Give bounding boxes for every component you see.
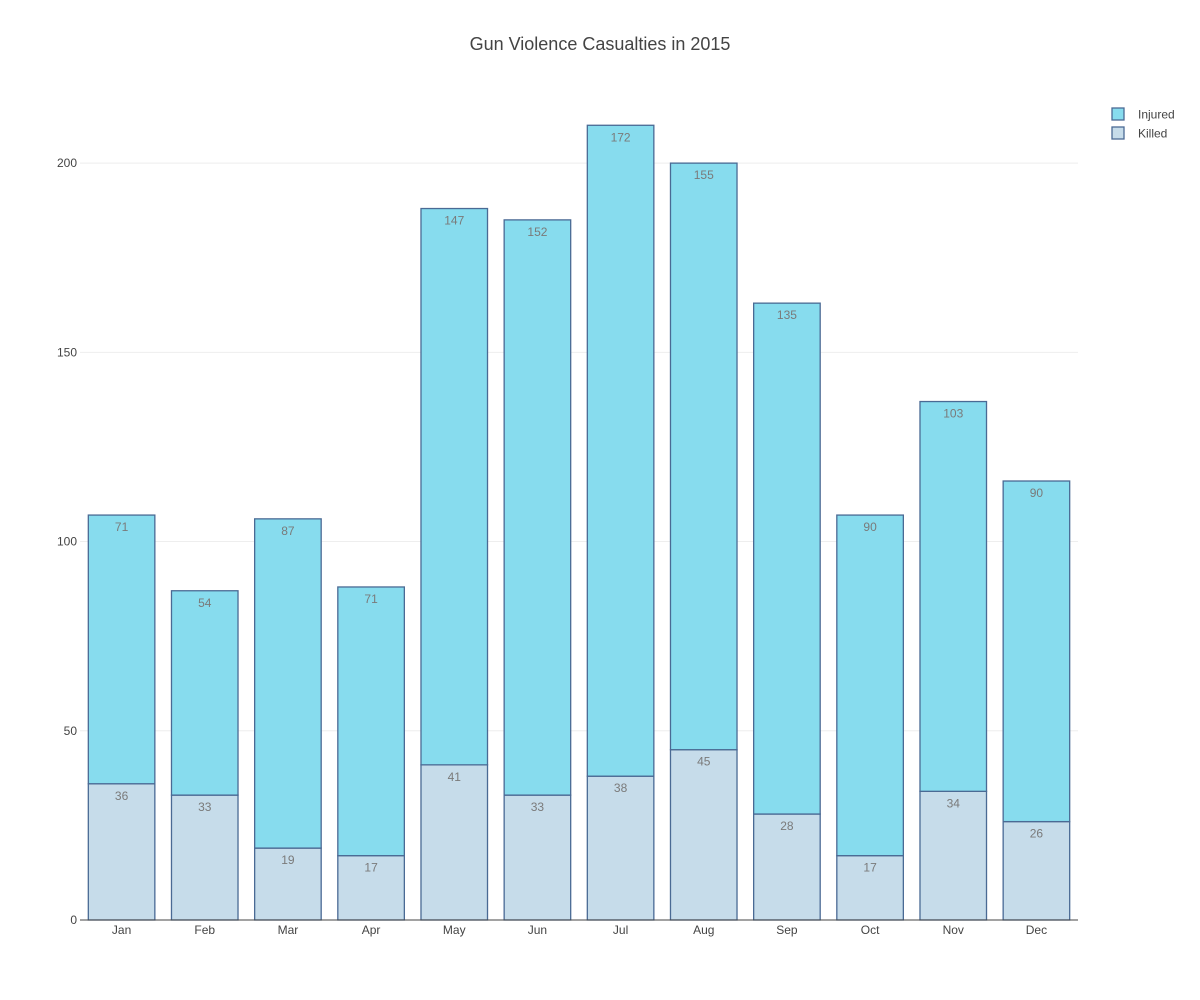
bars [87, 124, 1071, 921]
y-tick-label: 0 [70, 913, 77, 927]
bar-injured-jul[interactable] [586, 124, 655, 777]
x-tick-label: May [443, 923, 466, 937]
data-label-injured-may: 147 [444, 214, 464, 228]
data-label-killed-may: 41 [448, 770, 462, 784]
bar-injured-jan[interactable] [87, 514, 156, 785]
bar-injured-oct[interactable] [836, 514, 904, 857]
data-label-injured-apr: 71 [364, 592, 378, 606]
bar-injured-feb[interactable] [170, 590, 239, 796]
bar-killed-jun[interactable] [503, 794, 572, 921]
x-tick-label: Oct [861, 923, 880, 937]
bar-killed-jul[interactable] [586, 775, 655, 921]
bar-killed-may[interactable] [420, 764, 489, 921]
bar-killed-sep[interactable] [753, 813, 821, 921]
data-label-killed-apr: 17 [364, 861, 378, 875]
bar-injured-jun[interactable] [503, 219, 572, 796]
x-tick-label: Sep [776, 923, 798, 937]
data-label-killed-dec: 26 [1030, 827, 1044, 841]
data-label-injured-nov: 103 [943, 407, 963, 421]
x-axis: Jan Feb Mar Apr May Jun Jul Aug Sep Oct Nov Dec [80, 919, 1078, 937]
bar-killed-feb[interactable] [170, 794, 239, 921]
y-tick-label: 50 [64, 724, 78, 738]
grid-lines [80, 162, 1078, 732]
y-axis: 0 50 100 150 200 [57, 156, 77, 927]
data-label-injured-mar: 87 [281, 524, 295, 538]
bar-injured-nov[interactable] [919, 400, 988, 792]
chart-title: Gun Violence Casualties in 2015 [470, 34, 731, 54]
x-tick-label: Aug [693, 923, 714, 937]
data-label-injured-jan: 71 [115, 520, 129, 534]
x-tick-label: Apr [362, 923, 381, 937]
data-label-injured-aug: 155 [694, 168, 714, 182]
data-label-killed-oct: 17 [863, 861, 877, 875]
y-tick-label: 100 [57, 535, 77, 549]
data-label-killed-jul: 38 [614, 781, 628, 795]
x-tick-label: Jun [528, 923, 547, 937]
bar-killed-nov[interactable] [919, 790, 988, 921]
x-tick-label: Feb [194, 923, 215, 937]
data-label-killed-mar: 19 [281, 853, 295, 867]
data-label-killed-jan: 36 [115, 789, 129, 803]
legend-swatch-injured[interactable] [1111, 107, 1125, 121]
legend[interactable]: Injured Killed [1111, 107, 1175, 141]
x-tick-label: Mar [278, 923, 299, 937]
bar-injured-sep[interactable] [753, 302, 821, 815]
data-label-killed-jun: 33 [531, 800, 545, 814]
x-tick-label: Dec [1026, 923, 1047, 937]
data-label-injured-jul: 172 [611, 130, 631, 144]
y-tick-label: 150 [57, 345, 77, 359]
bar-killed-oct[interactable] [836, 855, 904, 921]
x-tick-label: Nov [943, 923, 964, 937]
y-tick-label: 200 [57, 156, 77, 170]
data-label-killed-aug: 45 [697, 755, 711, 769]
data-label-injured-oct: 90 [863, 520, 877, 534]
data-label-injured-dec: 90 [1030, 486, 1044, 500]
data-label-injured-jun: 152 [527, 225, 547, 239]
bar-killed-aug[interactable] [669, 749, 738, 921]
legend-label-killed[interactable]: Killed [1138, 127, 1167, 141]
bar-injured-apr[interactable] [337, 586, 406, 857]
data-label-injured-feb: 54 [198, 596, 212, 610]
x-tick-label: Jul [613, 923, 628, 937]
bar-injured-aug[interactable] [669, 162, 738, 751]
bar-injured-may[interactable] [420, 207, 489, 766]
data-label-killed-sep: 28 [780, 819, 794, 833]
bar-labels: 36 71 33 54 19 87 17 71 41 147 33 152 38 172 45 155 28 13… [115, 130, 1044, 874]
legend-label-injured[interactable]: Injured [1138, 108, 1175, 122]
bar-killed-dec[interactable] [1002, 820, 1071, 921]
data-label-injured-sep: 135 [777, 308, 797, 322]
data-label-killed-nov: 34 [947, 796, 961, 810]
bar-injured-dec[interactable] [1002, 480, 1071, 823]
data-label-killed-feb: 33 [198, 800, 212, 814]
x-tick-label: Jan [112, 923, 131, 937]
bar-killed-jan[interactable] [87, 783, 156, 921]
legend-swatch-killed[interactable] [1111, 126, 1125, 140]
bar-injured-mar[interactable] [253, 518, 322, 849]
